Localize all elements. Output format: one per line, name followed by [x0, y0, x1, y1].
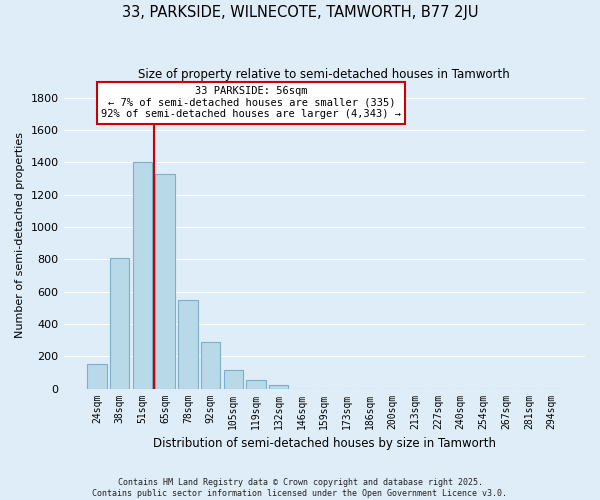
Bar — [87, 364, 107, 388]
Title: Size of property relative to semi-detached houses in Tamworth: Size of property relative to semi-detach… — [139, 68, 510, 80]
Text: 33 PARKSIDE: 56sqm
← 7% of semi-detached houses are smaller (335)
92% of semi-de: 33 PARKSIDE: 56sqm ← 7% of semi-detached… — [101, 86, 401, 120]
Bar — [155, 174, 175, 388]
Bar — [201, 342, 220, 388]
Text: Contains HM Land Registry data © Crown copyright and database right 2025.
Contai: Contains HM Land Registry data © Crown c… — [92, 478, 508, 498]
Text: 33, PARKSIDE, WILNECOTE, TAMWORTH, B77 2JU: 33, PARKSIDE, WILNECOTE, TAMWORTH, B77 2… — [122, 5, 478, 20]
X-axis label: Distribution of semi-detached houses by size in Tamworth: Distribution of semi-detached houses by … — [153, 437, 496, 450]
Bar — [110, 258, 130, 388]
Bar — [178, 300, 197, 388]
Bar — [269, 386, 289, 388]
Bar — [247, 380, 266, 388]
Bar — [224, 370, 243, 388]
Y-axis label: Number of semi-detached properties: Number of semi-detached properties — [15, 132, 25, 338]
Bar — [133, 162, 152, 388]
